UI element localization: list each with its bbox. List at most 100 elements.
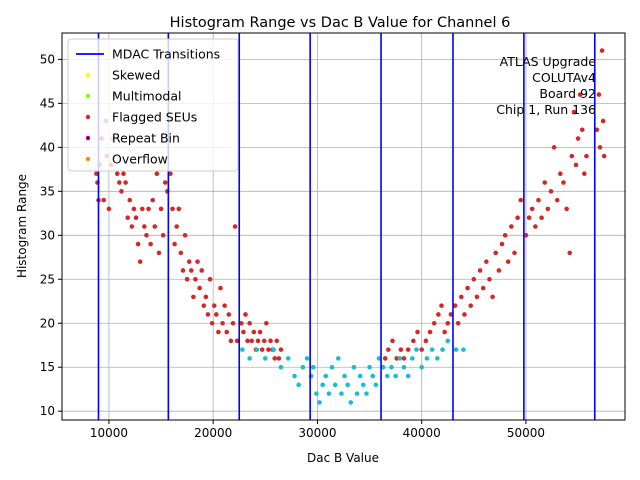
data-point: [222, 303, 227, 308]
data-point: [296, 382, 301, 388]
data-point: [193, 276, 198, 282]
data-point: [386, 347, 391, 352]
data-point: [493, 250, 499, 256]
data-point: [247, 356, 252, 361]
data-point: [168, 171, 173, 177]
data-point: [121, 171, 126, 177]
data-point: [326, 391, 332, 396]
data-point: [274, 338, 280, 344]
data-point: [285, 356, 291, 361]
data-point: [154, 171, 160, 177]
data-point: [579, 127, 585, 133]
data-point: [575, 136, 581, 141]
data-point: [139, 206, 145, 212]
data-point: [261, 338, 267, 344]
data-point: [526, 215, 532, 221]
data-point: [405, 347, 411, 352]
legend-label: Multimodal: [112, 89, 181, 104]
annotation-line: COLUTAv4: [532, 70, 596, 85]
data-point: [533, 224, 538, 229]
data-point: [584, 153, 589, 159]
data-point: [146, 206, 151, 212]
data-point: [156, 250, 162, 256]
data-point: [499, 241, 505, 247]
data-point: [357, 373, 363, 379]
data-point: [354, 391, 360, 396]
data-point: [448, 312, 454, 317]
data-point: [411, 338, 416, 344]
legend-label: Skewed: [112, 68, 160, 83]
data-point: [561, 180, 566, 185]
data-point: [263, 356, 268, 361]
data-point: [170, 206, 175, 212]
data-point: [191, 294, 196, 300]
data-point: [424, 356, 430, 361]
data-point: [496, 268, 502, 273]
data-point: [323, 373, 329, 379]
data-point: [199, 268, 205, 273]
data-point: [427, 329, 433, 335]
data-point: [268, 338, 273, 344]
data-point: [567, 250, 573, 256]
data-point: [523, 232, 529, 238]
legend-label: MDAC Transitions: [112, 47, 220, 62]
data-point: [241, 329, 246, 335]
data-point: [94, 171, 99, 177]
data-point: [423, 338, 429, 344]
data-point: [548, 189, 554, 194]
data-point: [176, 206, 182, 212]
y-tick-label: 25: [40, 272, 55, 286]
data-point: [397, 356, 403, 361]
data-point: [461, 347, 466, 352]
data-point: [389, 364, 394, 370]
data-point: [440, 347, 445, 352]
x-tick-label: 20000: [194, 426, 232, 440]
data-point: [123, 180, 128, 185]
x-axis-ticks: 10000 20000 30000 40000 50000: [90, 420, 545, 440]
data-point: [114, 171, 120, 177]
data-point: [342, 373, 347, 379]
data-point: [266, 347, 271, 352]
data-point: [314, 391, 319, 396]
data-point: [255, 338, 261, 344]
x-axis-label: Dac B Value: [307, 451, 379, 465]
data-point: [240, 347, 245, 352]
data-point: [152, 224, 158, 229]
data-point: [490, 294, 495, 300]
data-point: [436, 312, 441, 317]
y-tick-label: 45: [40, 96, 55, 110]
data-point: [577, 92, 583, 97]
data-point: [594, 127, 600, 133]
y-axis-label: Histogram Range: [15, 174, 29, 278]
data-point: [197, 285, 202, 291]
data-point: [106, 206, 112, 212]
plot-frame: [61, 32, 626, 421]
data-point: [509, 224, 514, 229]
data-point: [254, 347, 260, 352]
data-point: [278, 347, 284, 352]
data-point: [304, 356, 310, 361]
data-point: [259, 347, 265, 352]
data-point: [569, 153, 575, 159]
y-tick-label: 50: [40, 52, 55, 66]
data-point: [459, 294, 464, 300]
data-point: [317, 400, 322, 405]
data-point: [545, 206, 551, 212]
data-point: [429, 347, 435, 352]
data-point: [182, 232, 188, 238]
legend-dot-swatch: [85, 156, 91, 162]
data-point: [573, 162, 579, 168]
data-point: [505, 259, 511, 264]
data-point: [445, 338, 451, 344]
annotation-line: Board 92: [539, 86, 596, 101]
data-point: [216, 329, 221, 335]
data-point: [554, 197, 560, 203]
data-point: [442, 329, 447, 335]
data-point: [133, 215, 139, 221]
data-point: [361, 382, 366, 388]
data-point: [119, 189, 124, 194]
data-point: [207, 276, 213, 282]
data-point: [465, 285, 470, 291]
data-point: [117, 180, 122, 185]
data-point: [597, 145, 603, 150]
